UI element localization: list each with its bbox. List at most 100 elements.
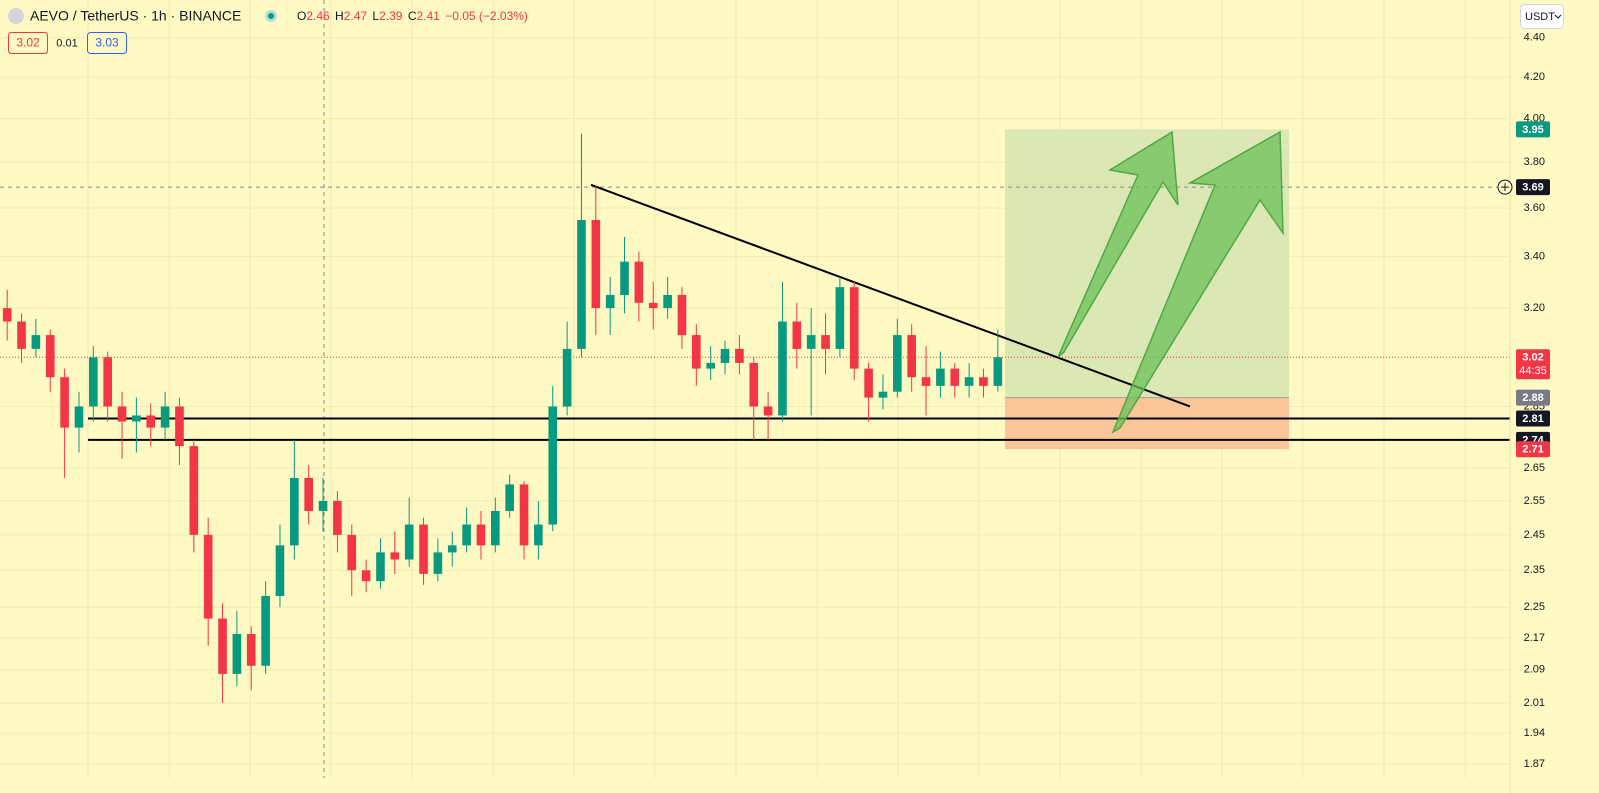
y-tick-label: 1.94 [1524,727,1545,739]
candle-body [347,534,357,571]
target-tag-bg [1516,121,1550,138]
y-tick-label: 2.45 [1524,529,1545,541]
currency-button[interactable] [1520,4,1564,29]
candle-body [864,368,873,398]
candle-body [275,545,285,596]
arrows [1057,130,1284,434]
candle-body [462,524,471,546]
chevron [1554,14,1562,19]
loss-zone [1005,397,1289,450]
candle-body [534,524,543,546]
bid[interactable]: 3.02 [16,36,40,50]
candle-body [505,484,514,511]
candle-body [261,595,270,666]
candle-body [160,406,170,428]
candle-body [361,570,371,582]
crosshair-tag-bg [1516,179,1550,196]
last-price: 3.02 [1522,352,1543,364]
stop-tag: 2.71 [1522,444,1543,456]
candle-body [749,362,759,407]
y-tick-label: 3.40 [1524,251,1545,263]
symbol-title: AEVO / TetherUS · 1h · BINANCE [30,8,241,24]
candle-body [821,335,830,349]
candle-body [620,261,629,295]
candle-body [835,287,845,349]
y-tick-label: 3.20 [1524,302,1545,314]
candle-body [74,406,84,428]
candle-body [562,348,572,407]
last-price-bg [1516,349,1550,380]
candle-body [878,391,888,398]
ohlc-label: H [335,9,344,23]
entry-tag: 2.88 [1522,392,1543,404]
candle-body [117,406,127,422]
y-tick-label: 4.40 [1524,32,1545,44]
candle-body [203,534,213,619]
candle-body [45,335,55,378]
ohlc-label: O [297,9,306,23]
candle-body [720,348,730,363]
candle-body [763,406,773,416]
candle-body [390,552,400,560]
trendline [590,183,1191,408]
y-tick-label: 2.55 [1524,495,1545,507]
candle-body [735,348,744,363]
candle-body [404,524,414,560]
buy-box[interactable] [87,32,127,54]
y-tick-label: 2.01 [1524,697,1545,709]
candle-body [491,510,500,546]
candle-body [519,484,529,546]
y-tick-label: 3.80 [1524,156,1545,168]
candle-body [692,335,701,369]
y-tick-label: 3.60 [1524,202,1545,214]
candle-body [476,524,486,546]
y-tick-label: 2.09 [1524,664,1545,676]
countdown: 44:35 [1519,365,1547,377]
candle-body [605,294,615,309]
candle-body [318,500,328,511]
candle-body [31,335,41,349]
change-pct: (−2.03%) [479,9,528,23]
arrow [1057,130,1179,358]
arrow [1111,130,1284,434]
ohlc-label: L [372,9,379,23]
candle-body [907,335,916,378]
currency[interactable]: USDT [1525,11,1555,23]
candle-body [806,335,816,349]
candle-body [333,500,342,535]
ohlc-label: C [408,9,417,23]
ohlc-legend: O2.46 H2.47 L2.39 C2.41 −0.05 (−2.03%) [297,9,528,23]
y-tick-label: 2.25 [1524,601,1545,613]
sell-box[interactable] [8,32,48,54]
candle-body [706,362,715,369]
target-tag: 3.95 [1522,124,1543,136]
candle-body [677,294,687,336]
y-tick-label: 2.35 [1524,564,1545,576]
candle-body [290,477,299,546]
symbol-icon [8,8,24,24]
ask[interactable]: 3.03 [95,36,119,50]
candle-body [979,377,988,386]
candle-body [893,335,902,392]
ohlc-value: 2.46 [306,9,330,23]
support-tag-bg [1516,410,1550,427]
candle-body [2,308,12,322]
candle-body [548,406,558,525]
y-tick-label: 2.17 [1524,632,1545,644]
spread: 0.01 [56,37,77,49]
ohlc-value: 2.47 [344,9,368,23]
add-icon [1501,183,1509,192]
candle-body [936,368,945,386]
candle-body [17,321,26,349]
candle-body [175,406,184,447]
candle-body [89,357,98,407]
candle-body [778,321,787,416]
candle-body [246,634,256,666]
entry-tag-bg [1516,389,1550,406]
candle-body [376,552,385,582]
change: −0.05 [445,9,476,23]
candle-body [218,618,227,674]
candle-body [964,377,974,386]
